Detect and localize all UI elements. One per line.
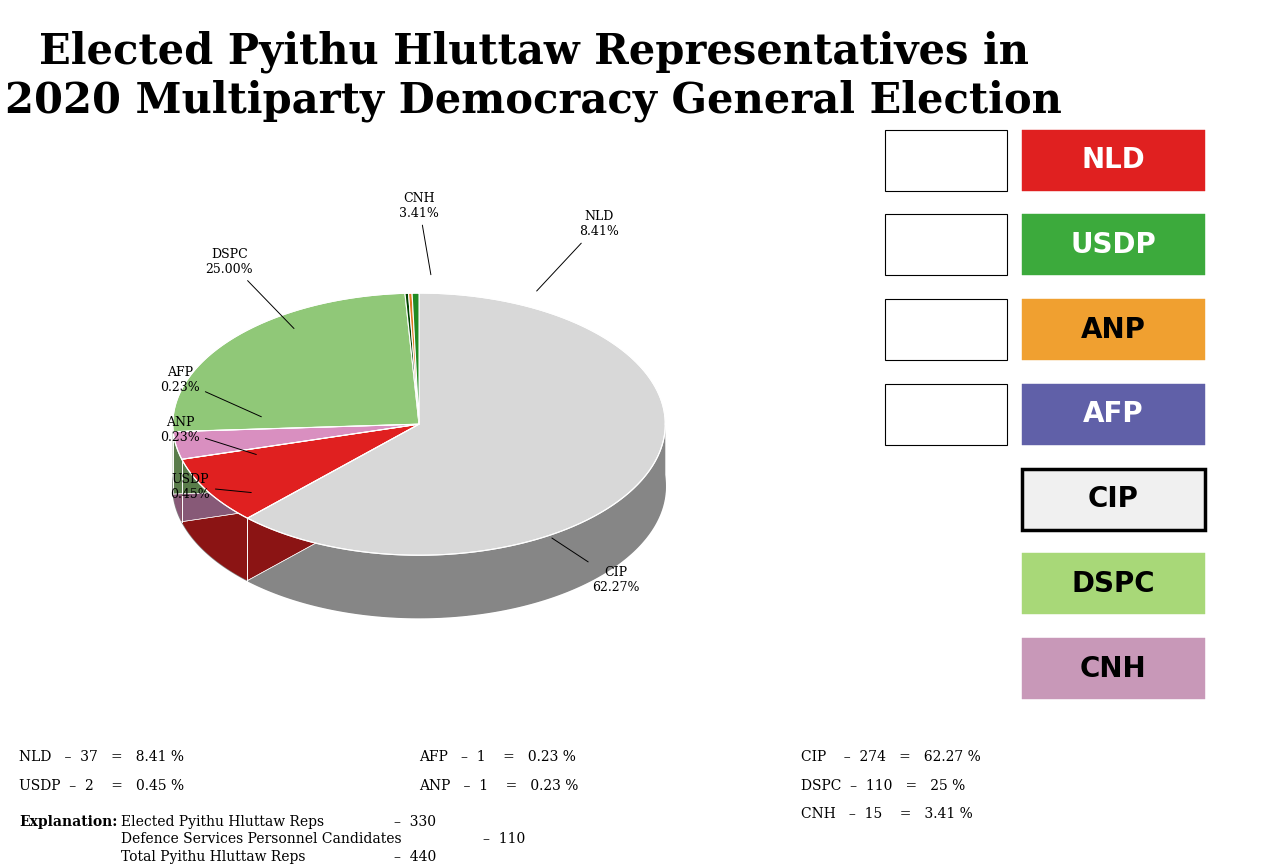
Bar [1022, 469, 1205, 530]
Polygon shape [182, 424, 419, 522]
Text: NLD
8.41%: NLD 8.41% [536, 211, 619, 291]
Text: CIP    –  274   =   62.27 %: CIP – 274 = 62.27 % [801, 750, 980, 764]
Text: USDP: USDP [1070, 231, 1157, 259]
Bar [1022, 299, 1205, 360]
Polygon shape [182, 424, 419, 518]
Text: –  440: – 440 [394, 850, 436, 864]
Polygon shape [408, 293, 419, 424]
Text: CNH: CNH [1080, 655, 1146, 682]
Text: ANP
0.23%: ANP 0.23% [160, 416, 257, 454]
Bar [885, 214, 1007, 276]
Text: AFP: AFP [1083, 401, 1144, 428]
Bar [1022, 214, 1205, 276]
Text: NLD   –  37   =   8.41 %: NLD – 37 = 8.41 % [19, 750, 184, 764]
Text: USDP  –  2    =   0.45 %: USDP – 2 = 0.45 % [19, 779, 184, 792]
Text: Elected Pyithu Hluttaw Reps: Elected Pyithu Hluttaw Reps [121, 815, 324, 829]
Text: ANP   –  1    =   0.23 %: ANP – 1 = 0.23 % [419, 779, 578, 792]
Polygon shape [173, 424, 419, 494]
Text: AFP
0.23%: AFP 0.23% [160, 367, 262, 417]
Bar [1022, 553, 1205, 615]
Polygon shape [412, 293, 419, 424]
Text: Elected Pyithu Hluttaw Representatives in
2020 Multiparty Democracy General Elec: Elected Pyithu Hluttaw Representatives i… [5, 30, 1063, 122]
Text: USDP
0.45%: USDP 0.45% [170, 473, 252, 500]
Text: Defence Services Personnel Candidates: Defence Services Personnel Candidates [121, 832, 402, 846]
Polygon shape [248, 425, 665, 617]
Polygon shape [182, 424, 419, 522]
Bar [1022, 130, 1205, 191]
Text: ANP: ANP [1080, 316, 1146, 343]
Text: –  110: – 110 [483, 832, 525, 846]
Text: NLD: NLD [1082, 147, 1145, 174]
Polygon shape [248, 424, 419, 581]
Polygon shape [182, 460, 248, 581]
Text: CIP: CIP [1088, 486, 1139, 513]
Bar [885, 384, 1007, 445]
Polygon shape [173, 355, 665, 617]
Text: AFP   –  1    =   0.23 %: AFP – 1 = 0.23 % [419, 750, 576, 764]
Polygon shape [173, 424, 419, 460]
Bar [1022, 384, 1205, 445]
Text: Total Pyithu Hluttaw Reps: Total Pyithu Hluttaw Reps [121, 850, 305, 864]
Text: CNH   –  15    =   3.41 %: CNH – 15 = 3.41 % [801, 807, 972, 821]
Polygon shape [405, 293, 419, 424]
Polygon shape [173, 293, 419, 432]
Polygon shape [173, 424, 419, 494]
Bar [1022, 638, 1205, 699]
Text: DSPC  –  110   =   25 %: DSPC – 110 = 25 % [801, 779, 965, 792]
Text: CNH
3.41%: CNH 3.41% [399, 192, 438, 275]
Text: DSPC: DSPC [1071, 570, 1155, 598]
Polygon shape [248, 293, 665, 555]
Text: DSPC
25.00%: DSPC 25.00% [206, 248, 294, 329]
Polygon shape [173, 432, 182, 522]
Bar [885, 299, 1007, 360]
Text: –  330: – 330 [394, 815, 436, 829]
Text: Explanation:: Explanation: [19, 815, 117, 829]
Text: CIP
62.27%: CIP 62.27% [552, 538, 639, 594]
Bar [885, 130, 1007, 191]
Polygon shape [248, 424, 419, 581]
